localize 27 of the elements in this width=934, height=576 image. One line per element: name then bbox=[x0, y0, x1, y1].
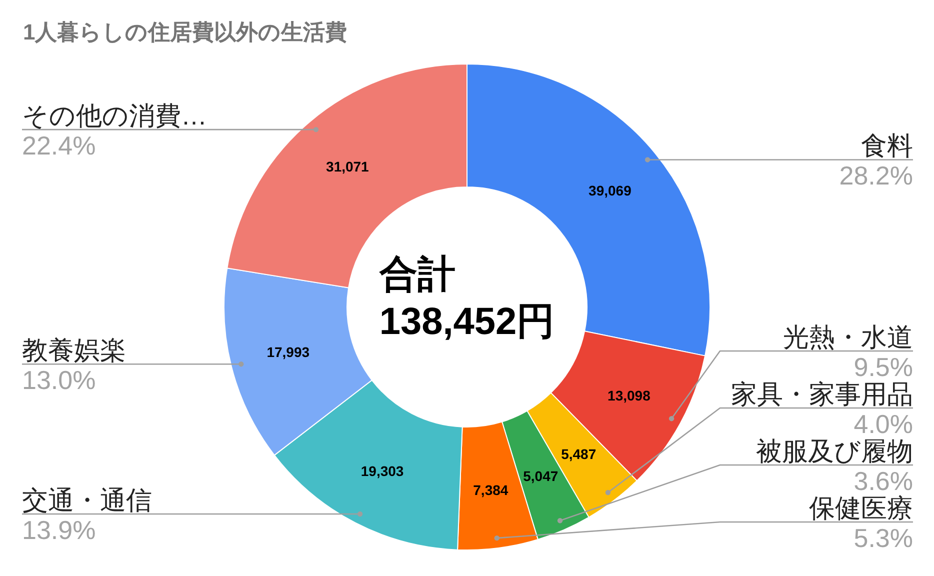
data-label: 17,993 bbox=[266, 344, 310, 360]
text: 13.0% bbox=[22, 365, 96, 396]
data-label: 39,069 bbox=[588, 182, 632, 198]
slice-label: 光熱・水道 bbox=[783, 322, 913, 352]
data-label: 19,303 bbox=[360, 462, 404, 479]
text: 5.3% bbox=[854, 523, 913, 553]
text: 138,452円 bbox=[379, 300, 555, 345]
slice-label: 食料 bbox=[861, 130, 913, 161]
chart-title: 1人暮らしの住居費以外の生活費 bbox=[23, 20, 348, 44]
data-label: 5,047 bbox=[523, 468, 558, 484]
data-label: 31,071 bbox=[326, 158, 370, 174]
slice-label: 家具・家事用品 bbox=[731, 379, 913, 409]
text: 9.5% bbox=[854, 352, 913, 382]
text: 22.4% bbox=[22, 130, 96, 161]
slice-label: 交通・通信 bbox=[22, 484, 152, 515]
text: 3.6% bbox=[854, 466, 913, 496]
slice-label: 教養娯楽 bbox=[22, 335, 126, 366]
text: 13.9% bbox=[22, 514, 96, 545]
slice-label: 被服及び履物 bbox=[756, 436, 913, 466]
data-label: 5,487 bbox=[561, 446, 596, 462]
text: 28.2% bbox=[839, 160, 913, 191]
text: 合計 bbox=[379, 252, 456, 298]
slice-label: その他の消費… bbox=[22, 100, 207, 131]
data-label: 13,098 bbox=[608, 387, 651, 404]
data-label: 7,384 bbox=[473, 482, 508, 498]
slice-label: 保健医療 bbox=[809, 493, 913, 523]
text: 4.0% bbox=[854, 409, 913, 439]
